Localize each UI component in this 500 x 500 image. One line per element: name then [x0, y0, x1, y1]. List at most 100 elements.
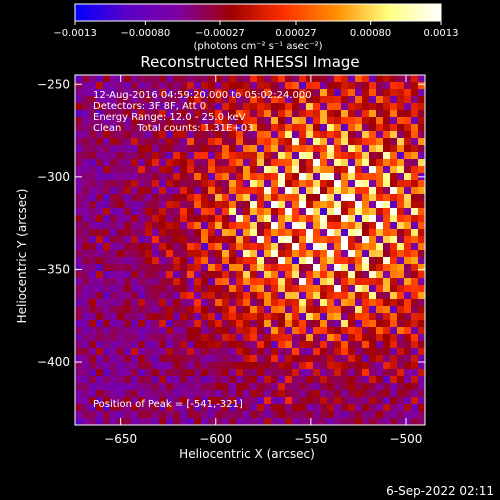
heatmap-cell: [187, 250, 195, 258]
heatmap-cell: [96, 376, 104, 384]
heatmap-cell: [145, 222, 153, 230]
heatmap-cell: [243, 243, 251, 251]
heatmap-cell: [145, 376, 153, 384]
heatmap-cell: [264, 390, 272, 398]
heatmap-cell: [131, 152, 139, 160]
heatmap-cell: [96, 362, 104, 370]
heatmap-cell: [278, 145, 286, 153]
heatmap-cell: [110, 215, 118, 223]
heatmap-cell: [75, 208, 83, 216]
heatmap-cell: [152, 173, 160, 181]
heatmap-cell: [376, 285, 384, 293]
heatmap-cell: [82, 292, 90, 300]
heatmap-cell: [327, 369, 335, 377]
heatmap-cell: [138, 404, 146, 412]
heatmap-cell: [278, 96, 286, 104]
heatmap-cell: [313, 75, 321, 83]
heatmap-cell: [187, 285, 195, 293]
heatmap-cell: [103, 264, 111, 272]
heatmap-cell: [250, 117, 258, 125]
heatmap-cell: [369, 369, 377, 377]
heatmap-cell: [397, 229, 405, 237]
heatmap-cell: [173, 411, 181, 419]
heatmap-cell: [334, 243, 342, 251]
heatmap-cell: [250, 355, 258, 363]
heatmap-cell: [124, 355, 132, 363]
heatmap-cell: [89, 348, 97, 356]
heatmap-cell: [376, 418, 384, 425]
heatmap-cell: [201, 173, 209, 181]
heatmap-cell: [187, 404, 195, 412]
heatmap-cell: [348, 82, 356, 90]
heatmap-cell: [75, 264, 83, 272]
heatmap-cell: [208, 243, 216, 251]
heatmap-cell: [131, 180, 139, 188]
heatmap-cell: [341, 257, 349, 265]
heatmap-cell: [404, 376, 412, 384]
heatmap-cell: [376, 390, 384, 398]
heatmap-cell: [215, 166, 223, 174]
heatmap-cell: [348, 411, 356, 419]
heatmap-cell: [236, 313, 244, 321]
heatmap-cell: [89, 236, 97, 244]
heatmap-cell: [292, 313, 300, 321]
heatmap-cell: [292, 229, 300, 237]
heatmap-cell: [208, 320, 216, 328]
heatmap-cell: [327, 96, 335, 104]
heatmap-cell: [348, 383, 356, 391]
heatmap-cell: [145, 124, 153, 132]
heatmap-cell: [362, 299, 370, 307]
heatmap-cell: [271, 82, 279, 90]
heatmap-cell: [334, 187, 342, 195]
heatmap-cell: [103, 180, 111, 188]
heatmap-cell: [257, 250, 265, 258]
heatmap-cell: [306, 138, 314, 146]
heatmap-cell: [376, 82, 384, 90]
heatmap-cell: [215, 271, 223, 279]
heatmap-cell: [348, 306, 356, 314]
heatmap-cell: [208, 82, 216, 90]
heatmap-cell: [306, 236, 314, 244]
heatmap-cell: [236, 208, 244, 216]
heatmap-cell: [243, 222, 251, 230]
heatmap-cell: [285, 383, 293, 391]
heatmap-cell: [278, 390, 286, 398]
heatmap-cell: [250, 96, 258, 104]
heatmap-cell: [306, 383, 314, 391]
heatmap-cell: [75, 194, 83, 202]
heatmap-cell: [124, 222, 132, 230]
heatmap-cell: [250, 383, 258, 391]
heatmap-cell: [187, 327, 195, 335]
heatmap-cell: [152, 404, 160, 412]
heatmap-cell: [229, 131, 237, 139]
heatmap-cell: [145, 411, 153, 419]
heatmap-cell: [348, 299, 356, 307]
heatmap-cell: [180, 222, 188, 230]
heatmap-cell: [334, 103, 342, 111]
heatmap-cell: [341, 306, 349, 314]
heatmap-cell: [117, 362, 125, 370]
heatmap-cell: [82, 341, 90, 349]
heatmap-cell: [89, 75, 97, 83]
heatmap-cell: [327, 271, 335, 279]
heatmap-cell: [215, 348, 223, 356]
heatmap-cell: [138, 166, 146, 174]
heatmap-cell: [418, 243, 425, 251]
heatmap-cell: [96, 180, 104, 188]
heatmap-cell: [96, 96, 104, 104]
heatmap-cell: [96, 334, 104, 342]
heatmap-cell: [250, 173, 258, 181]
heatmap-cell: [243, 271, 251, 279]
heatmap-cell: [117, 264, 125, 272]
heatmap-cell: [250, 208, 258, 216]
heatmap-cell: [222, 376, 230, 384]
heatmap-cell: [222, 89, 230, 97]
heatmap-cell: [103, 257, 111, 265]
heatmap-cell: [75, 348, 83, 356]
heatmap-cell: [285, 390, 293, 398]
heatmap-cell: [117, 313, 125, 321]
heatmap-cell: [348, 208, 356, 216]
heatmap-cell: [383, 152, 391, 160]
heatmap-cell: [236, 138, 244, 146]
heatmap-cell: [264, 103, 272, 111]
